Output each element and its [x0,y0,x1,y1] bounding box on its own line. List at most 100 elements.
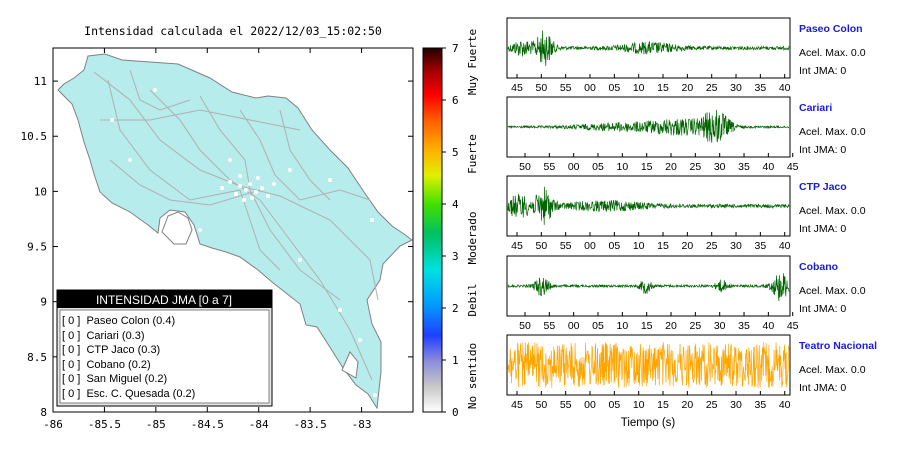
time-tick-label: 20 [665,161,677,173]
time-tick-label: 15 [641,161,653,173]
time-tick-label: 25 [706,240,718,252]
legend-header: INTENSIDAD JMA [0 a 7] [96,293,232,307]
station-jma-intensity: Int JMA: 0 [799,65,846,77]
time-tick-label: 15 [657,82,669,94]
map-y-tick-label: 8.5 [27,351,47,364]
colorbar-label-debil: Debil [466,283,479,316]
map-y-tick-label: 9.5 [27,241,47,254]
time-tick-label: 40 [779,82,791,94]
station-jma-intensity: Int JMA: 0 [799,303,846,315]
time-tick-label: 50 [535,399,547,411]
time-tick-label: 35 [755,82,767,94]
time-tick-label: 15 [641,320,653,332]
colorbar-tick-label: 5 [452,146,459,159]
time-tick-label: 15 [657,399,669,411]
time-tick-label: 25 [706,399,718,411]
time-tick-label: 50 [535,82,547,94]
time-tick-label: 00 [584,399,596,411]
station-peak-acceleration: Acel. Max. 0.0 [799,364,866,376]
legend-item-esc-c-quesada: [ 0 ] Esc. C. Quesada (0.2) [62,388,195,400]
time-tick-label: 05 [609,240,621,252]
map-y-tick-label: 9 [40,296,47,309]
time-tick-label: 25 [690,320,702,332]
costa-rica-landmass [57,53,413,410]
map-x-tick-label: -83.5 [294,418,327,431]
time-tick-label: 45 [511,399,523,411]
colorbar-tick-label: 0 [452,406,459,419]
waveform-panel: 50 55 00 05 10 15 20 25 30 35 40 45 Cobano Acel. Max.… [506,255,866,332]
map-x-axis: -86 -85.5 -85 -84.5 -84 -83.5 -83 [43,48,372,431]
time-tick-label: 55 [543,320,555,332]
map-y-axis: 11 10.5 10 9.5 9 8.5 8 [21,75,413,419]
time-tick-label: 00 [568,161,580,173]
time-tick-label: 05 [592,320,604,332]
waveform-trace [507,342,790,388]
waveform-panel: 50 55 00 05 10 15 20 25 30 35 40 45 Cariari Acel. Max… [506,96,866,173]
time-tick-label: 35 [738,320,750,332]
station-peak-acceleration: Acel. Max. 0.0 [799,285,866,297]
time-axis-label: Tiempo (s) [621,417,676,429]
colorbar-label-fuerte: Fuerte [466,134,479,174]
map-title: Intensidad calculada el 2022/12/03_15:02… [84,24,382,38]
colorbar-gradient [422,47,443,413]
waveform-panel: 45 50 55 00 05 10 15 20 25 30 35 40 Teatro Nacional A… [506,334,877,411]
legend-item-san-miguel: [ 0 ] San Miguel (0.2) [62,373,167,385]
station-name: CTP Jaco [799,181,847,193]
colorbar-ticks: 7 6 5 4 3 2 1 0 [442,42,459,419]
waveform-trace [507,186,790,225]
time-tick-label: 20 [682,399,694,411]
time-tick-label: 10 [617,320,629,332]
colorbar-label-muy-fuerte: Muy Fuerte [466,29,479,95]
time-tick-label: 40 [763,320,775,332]
time-tick-label: 55 [560,82,572,94]
colorbar-tick-label: 2 [452,302,459,315]
time-tick-label: 25 [690,161,702,173]
station-jma-intensity: Int JMA: 0 [799,223,846,235]
map-x-tick-label: -85 [146,418,166,431]
map-frame [52,47,414,413]
golfo-dulce [341,351,359,379]
station-peak-acceleration: Acel. Max. 0.0 [799,205,866,217]
waveform-trace [507,109,789,143]
time-tick-label: 30 [714,320,726,332]
map-y-tick-label: 8 [40,406,47,419]
station-peak-acceleration: Acel. Max. 0.0 [799,47,866,59]
station-name: Teatro Nacional [799,340,877,352]
legend-item-paseo-colon: [ 0 ] Paseo Colon (0.4) [62,315,175,327]
time-tick-label: 45 [511,240,523,252]
station-name: Paseo Colon [799,23,863,35]
waveform-panel: 45 50 55 00 05 10 15 20 25 30 35 40 Paseo Colon Acel.… [506,17,866,94]
waveform-panel: 45 50 55 00 05 10 15 20 25 30 35 40 CTP Jaco Acel. Ma… [506,175,866,252]
time-tick-label: 10 [633,399,645,411]
station-name: Cobano [799,261,838,273]
time-tick-label: 00 [584,82,596,94]
map-y-tick-label: 10 [34,185,47,198]
time-tick-label: 55 [560,240,572,252]
time-tick-label: 40 [779,240,791,252]
station-name: Cariari [799,102,832,114]
waveform-panels: 45 50 55 00 05 10 15 20 25 30 35 40 Paseo Colon Acel.… [506,17,877,411]
waveform-trace [507,273,790,302]
time-tick-label: 20 [682,82,694,94]
time-tick-label: 35 [755,240,767,252]
time-tick-label: 05 [609,82,621,94]
legend-item-ctp-jaco: [ 0 ] CTP Jaco (0.3) [62,344,160,356]
time-tick-label: 00 [568,320,580,332]
map-x-tick-label: -84.5 [191,418,224,431]
time-tick-label: 50 [519,161,531,173]
time-tick-label: 05 [592,161,604,173]
time-tick-label: 10 [633,82,645,94]
station-jma-intensity: Int JMA: 0 [799,144,846,156]
time-tick-label: 50 [519,320,531,332]
time-tick-label: 00 [584,240,596,252]
time-tick-label: 40 [763,161,775,173]
time-tick-label: 15 [657,240,669,252]
time-tick-label: 30 [730,399,742,411]
colorbar-tick-label: 6 [452,94,459,107]
colorbar-tick-label: 7 [452,42,459,55]
map-x-tick-label: -84 [249,418,269,431]
time-tick-label: 55 [560,399,572,411]
road-network [93,69,379,381]
time-tick-label: 10 [617,161,629,173]
time-tick-label: 35 [738,161,750,173]
